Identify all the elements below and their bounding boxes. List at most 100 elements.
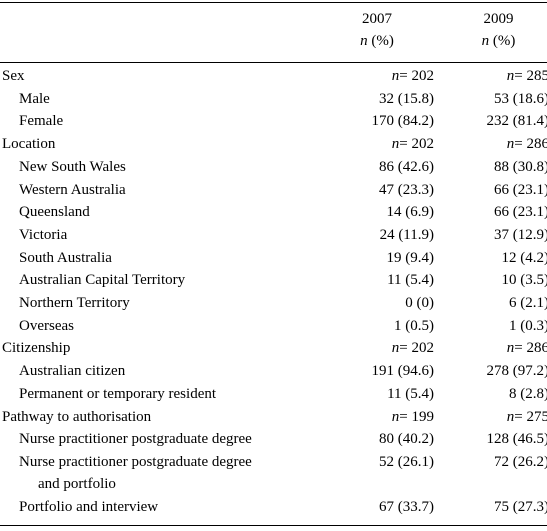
n-symbol: n (391, 136, 400, 153)
percent-unit: (%) (367, 33, 394, 49)
row-label: Australian citizen (19, 363, 126, 380)
n-symbol: n (360, 33, 368, 49)
column-header-2009: 2009 n (%) (450, 8, 547, 52)
column-year-2009: 2009 (483, 11, 514, 27)
n-symbol: n (481, 33, 490, 49)
value-cell-2007: 0 (0) (405, 295, 434, 312)
table-row: South Australia 19 (9.4) 12 (4.2) (0, 247, 547, 270)
section-row: Citizenship n= 202 n= 286 (0, 337, 547, 360)
n-symbol: n (506, 408, 515, 425)
percent-unit: (%) (489, 33, 516, 49)
value-cell-2009: 75 (27.3) (494, 498, 547, 515)
value-cell-2009: 37 (12.9) (494, 226, 547, 243)
table-row: Nurse practitioner postgraduate degree 80… (0, 428, 547, 451)
header-rule (0, 62, 547, 63)
n-symbol: n (391, 340, 400, 357)
n-value: = 275 (514, 408, 547, 425)
column-unit-2009: n (%) (450, 30, 547, 52)
column-year-2007: 2007 (362, 11, 392, 27)
table-row: Queensland 14 (6.9) 66 (23.1) (0, 201, 547, 224)
value-cell-2009: 72 (26.2) (494, 453, 547, 470)
n-symbol: n (391, 68, 400, 84)
n-value: = 199 (399, 408, 434, 425)
row-label: South Australia (19, 249, 112, 266)
value-cell-2009: 66 (23.1) (494, 204, 547, 221)
value-cell-2009: 66 (23.1) (494, 181, 547, 198)
table-body: Sex n= 202 n= 285 Male 32 (15.8) 53 (18.6) Fem… (0, 65, 547, 519)
value-cell-2009: 8 (2.8) (509, 385, 547, 402)
table-row: New South Wales 86 (42.6) 88 (30.8) (0, 156, 547, 179)
row-label: Pathway to authorisation (2, 408, 152, 425)
row-label: Location (2, 136, 56, 153)
n-symbol: n (391, 408, 400, 425)
value-cell-2007: 67 (33.7) (379, 498, 434, 515)
value-cell-2007: 191 (94.6) (371, 363, 435, 380)
n-value: = 202 (399, 340, 434, 357)
value-cell-2007: 11 (5.4) (387, 272, 434, 289)
row-label: Northern Territory (19, 295, 130, 312)
value-cell-2009: 1 (0.3) (509, 317, 547, 334)
value-cell-2007: n= 199 (322, 406, 434, 429)
value-cell-2009: 12 (4.2) (501, 249, 547, 266)
value-cell-2007: 47 (23.3) (379, 181, 434, 198)
n-value: = 285 (514, 68, 547, 84)
table-row: Nurse practitioner postgraduate degree an… (0, 451, 547, 496)
table-row: Male 32 (15.8) 53 (18.6) (0, 88, 547, 111)
value-cell-2009: 232 (81.4) (486, 113, 547, 130)
value-cell-2009: 6 (2.1) (509, 295, 547, 312)
column-header-2007: 2007 n (%) (322, 8, 432, 52)
data-table: Sex n= 202 n= 285 Male 32 (15.8) 53 (18.6) Fem… (0, 65, 547, 519)
n-value: = 286 (514, 136, 547, 153)
value-cell-2009: 53 (18.6) (494, 90, 547, 107)
table-row: Permanent or temporary resident 11 (5.4) 8… (0, 383, 547, 406)
value-cell-2007: 14 (6.9) (386, 204, 435, 221)
row-label: Queensland (19, 204, 90, 221)
row-label: Victoria (19, 226, 68, 243)
table-row: Australian citizen 191 (94.6) 278 (97.2) (0, 360, 547, 383)
row-label: Female (19, 113, 64, 130)
n-value: = 286 (514, 340, 547, 357)
value-cell-2007: 52 (26.1) (379, 453, 434, 470)
value-cell-2007: 1 (0.5) (394, 317, 434, 334)
row-label-line2: and portfolio (38, 475, 116, 492)
value-cell-2007: 170 (84.2) (371, 113, 435, 130)
row-label: Overseas (19, 317, 74, 334)
column-unit-2007: n (%) (322, 30, 432, 52)
value-cell-2007: 32 (15.8) (379, 90, 434, 107)
value-cell-2009: 128 (46.5) (486, 431, 547, 448)
row-label: Nurse practitioner postgraduate degree (19, 431, 252, 448)
n-value: = 202 (399, 68, 434, 84)
top-rule (0, 2, 547, 3)
table-row: Portfolio and interview 67 (33.7) 75 (27.3… (0, 496, 547, 519)
value-cell-2007: n= 202 (322, 337, 434, 360)
row-label-line1: Nurse practitioner postgraduate degree (19, 453, 252, 470)
value-cell-2009: 10 (3.5) (501, 272, 547, 289)
n-symbol: n (506, 136, 515, 153)
value-cell-2007: 24 (11.9) (379, 226, 434, 243)
value-cell-2009: n= 286 (434, 337, 547, 360)
row-label: New South Wales (19, 158, 126, 175)
table-row: Victoria 24 (11.9) 37 (12.9) (0, 224, 547, 247)
table-row: Overseas 1 (0.5) 1 (0.3) (0, 315, 547, 338)
table-row: Western Australia 47 (23.3) 66 (23.1) (0, 179, 547, 202)
value-cell-2007: n= 202 (322, 65, 434, 88)
row-label: Citizenship (2, 340, 71, 357)
value-cell-2007: 11 (5.4) (387, 385, 434, 402)
section-row: Pathway to authorisation n= 199 n= 275 (0, 406, 547, 429)
n-symbol: n (506, 68, 515, 84)
row-label: Nurse practitioner postgraduate degree an… (0, 451, 322, 496)
value-cell-2007: n= 202 (322, 133, 434, 156)
row-label: Western Australia (19, 181, 126, 198)
value-cell-2009: n= 285 (434, 65, 547, 88)
section-row: Sex n= 202 n= 285 (0, 65, 547, 88)
table-row: Australian Capital Territory 11 (5.4) 10 (… (0, 269, 547, 292)
row-label: Male (19, 90, 50, 107)
n-value: = 202 (399, 136, 434, 153)
bottom-rule (0, 525, 547, 526)
value-cell-2007: 86 (42.6) (379, 158, 434, 175)
row-label: Portfolio and interview (19, 498, 159, 515)
section-row: Location n= 202 n= 286 (0, 133, 547, 156)
value-cell-2009: 88 (30.8) (494, 158, 547, 175)
table-row: Northern Territory 0 (0) 6 (2.1) (0, 292, 547, 315)
